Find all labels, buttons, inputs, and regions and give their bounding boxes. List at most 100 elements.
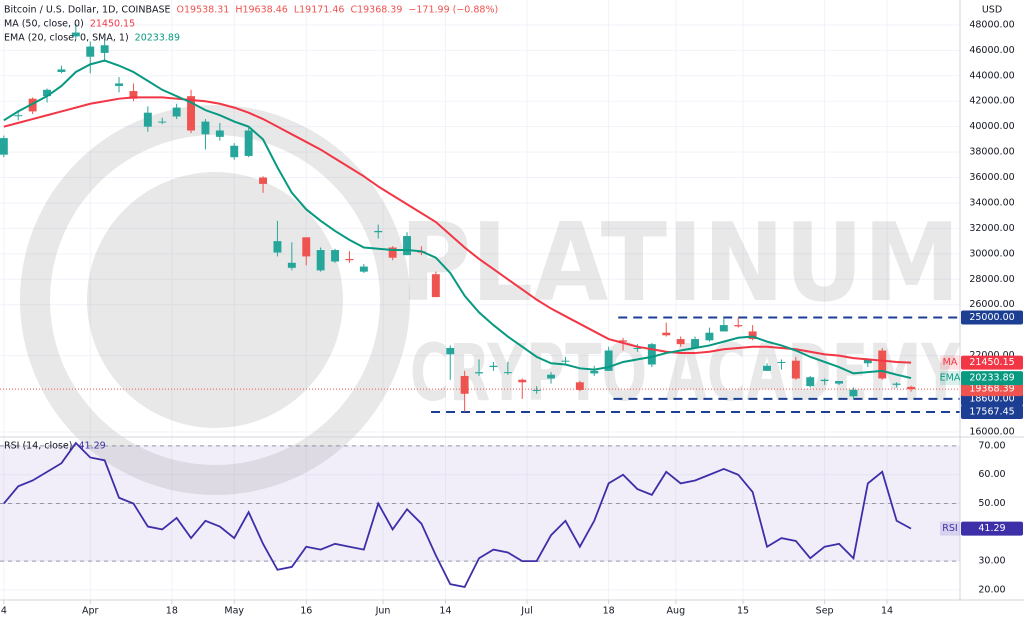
y-tick-label: 30.00: [978, 556, 1005, 567]
candle-body: [259, 177, 267, 184]
candle-body: [100, 45, 109, 53]
level-tag: 25000.00: [969, 312, 1014, 323]
y-tick-label: 46000.00: [969, 45, 1014, 56]
candle-body: [676, 339, 685, 345]
candle-body: [71, 32, 80, 37]
watermark-text: PLATINUM: [400, 201, 960, 326]
watermark: PLATINUM CRYPTO ACADEMY: [20, 105, 961, 495]
candle-body: [86, 46, 95, 57]
x-tick-label: Aug: [667, 606, 686, 617]
candle-body: [460, 375, 469, 394]
series-tag: RSI: [942, 523, 957, 534]
y-tick-label: 36000.00: [969, 172, 1014, 183]
y-tick-label: 34000.00: [969, 197, 1014, 208]
last-price-tag: 19368.39: [969, 384, 1014, 395]
candle-body: [532, 389, 541, 391]
candle-body: [158, 121, 167, 123]
y-tick-label: 48000.00: [969, 19, 1014, 30]
candle-body: [28, 98, 37, 112]
candle-body: [575, 382, 584, 390]
candle-body: [331, 250, 339, 262]
legend-value: 20233.89: [135, 33, 180, 44]
ohlc-label: −171.99 (−0.88%): [408, 5, 498, 16]
candle-body: [503, 372, 512, 374]
series-value-tag: 20233.89: [969, 373, 1014, 384]
x-tick-label: Sep: [816, 606, 834, 617]
candle-body: [518, 379, 527, 383]
y-tick-label: 28000.00: [969, 274, 1014, 285]
ohlc-label: H19638.46: [235, 5, 287, 16]
x-tick-label: 14: [439, 606, 451, 617]
y-tick-label: 70.00: [978, 440, 1005, 451]
level-tag-bg: [961, 404, 1023, 419]
candle-body: [719, 325, 728, 332]
series-value-tag-bg: [961, 371, 1023, 386]
x-tick-label: Jun: [375, 606, 391, 617]
x-tick-label: 18: [603, 606, 615, 617]
y-tick-label: 44000.00: [969, 70, 1014, 81]
candle-body: [172, 107, 181, 117]
level-tag: 17567.45: [969, 406, 1014, 417]
candle-body: [14, 115, 23, 117]
y-tick-label: 60.00: [978, 469, 1005, 480]
rsi-title: RSI (14, close): [4, 441, 72, 452]
candle-body: [806, 377, 815, 387]
legend-label: EMA (20, close, 0, SMA, 1): [4, 33, 129, 44]
x-tick-label: 18: [166, 606, 178, 617]
x-tick-label: 14: [881, 606, 893, 617]
plot-area: [0, 23, 960, 589]
rsi-line: [3, 441, 912, 589]
candle-body: [388, 247, 397, 258]
candle-body: [43, 89, 51, 97]
y-tick-label: 40000.00: [969, 121, 1014, 132]
candle-body: [0, 138, 8, 155]
candle-body: [734, 325, 743, 327]
candle-body: [705, 332, 714, 341]
y-tick-label: 42000.00: [969, 96, 1014, 107]
candle-body: [878, 350, 887, 379]
grid: [0, 0, 960, 600]
candle-body: [115, 83, 123, 86]
candle-body: [691, 339, 699, 348]
y-tick-label: 32000.00: [969, 223, 1014, 234]
candle-body: [791, 360, 800, 379]
watermark-disc: [87, 172, 343, 428]
candle-body: [547, 374, 555, 379]
last-price-tag-bg: [961, 382, 1023, 397]
candle-body: [604, 350, 613, 371]
candle-body: [489, 365, 498, 368]
candle-body: [907, 386, 915, 390]
rsi-value-tag-bg: [961, 521, 1023, 536]
candle-body: [359, 266, 368, 272]
x-tick-label: 15: [737, 606, 749, 617]
candle-body: [345, 258, 354, 261]
candle-body: [777, 361, 786, 363]
candle-body: [244, 130, 253, 156]
candle-body: [215, 130, 224, 137]
candle-body: [446, 347, 455, 355]
y-tick-label: 20.00: [978, 584, 1005, 595]
legend-value: 21450.15: [90, 19, 135, 30]
series-tag: MA: [943, 357, 958, 368]
candle-body: [57, 69, 66, 72]
candle-body: [316, 250, 325, 271]
indicator-line: [3, 96, 912, 364]
ohlc-label: C19368.39: [350, 5, 402, 16]
candle-body: [201, 121, 210, 135]
series-value-tag-bg: [961, 355, 1023, 370]
y-tick-label: 26000.00: [969, 299, 1014, 310]
candle-body: [892, 383, 901, 385]
candle-body: [230, 145, 239, 158]
indicator-line: [3, 59, 912, 380]
candle-body: [849, 389, 858, 397]
legend: Bitcoin / U.S. Dollar, 1D, COINBASE O1953…: [4, 5, 498, 452]
x-tick-label: 16: [300, 606, 312, 617]
candle-body: [403, 236, 411, 256]
candle-body: [187, 96, 195, 131]
currency-label: USD: [982, 5, 1002, 16]
watermark-ring: [20, 105, 410, 495]
